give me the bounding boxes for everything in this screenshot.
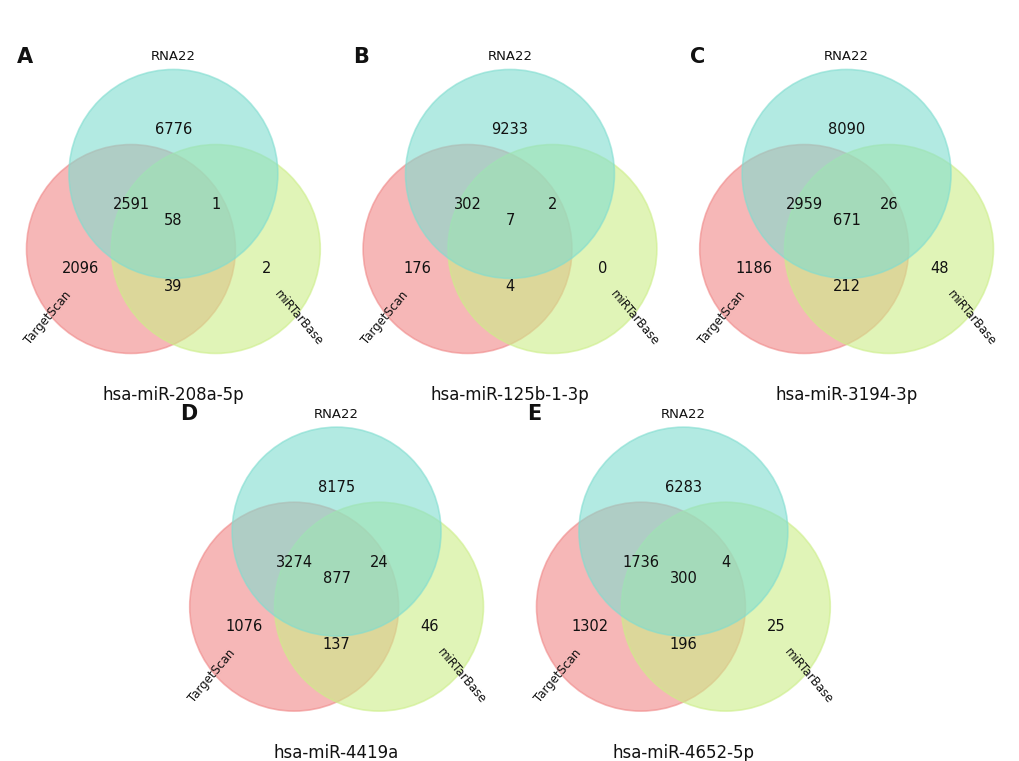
Text: 212: 212 <box>832 279 860 294</box>
Text: 1: 1 <box>211 197 220 212</box>
Text: RNA22: RNA22 <box>487 50 532 63</box>
Text: RNA22: RNA22 <box>660 408 705 421</box>
Circle shape <box>111 145 320 353</box>
Text: 9233: 9233 <box>491 123 528 137</box>
Text: 3274: 3274 <box>275 555 313 570</box>
Circle shape <box>579 427 787 636</box>
Text: 25: 25 <box>766 619 785 634</box>
Circle shape <box>536 502 745 711</box>
Text: 6283: 6283 <box>664 480 701 495</box>
Text: E: E <box>526 404 540 425</box>
Text: 24: 24 <box>369 555 388 570</box>
Text: 137: 137 <box>322 637 351 651</box>
Text: RNA22: RNA22 <box>314 408 359 421</box>
Text: 7: 7 <box>504 213 515 228</box>
Text: 2591: 2591 <box>112 197 150 212</box>
Text: 300: 300 <box>668 571 697 586</box>
Text: 8090: 8090 <box>827 123 864 137</box>
Text: 1076: 1076 <box>225 619 262 634</box>
Text: TargetScan: TargetScan <box>185 647 237 705</box>
Text: 176: 176 <box>403 261 430 276</box>
Circle shape <box>742 69 950 279</box>
Text: 196: 196 <box>668 637 697 651</box>
Text: 4: 4 <box>720 555 730 570</box>
Text: hsa-miR-4652-5p: hsa-miR-4652-5p <box>611 743 754 761</box>
Text: TargetScan: TargetScan <box>532 647 584 705</box>
Text: 8175: 8175 <box>318 480 355 495</box>
Circle shape <box>69 69 277 279</box>
Text: C: C <box>689 46 704 67</box>
Circle shape <box>190 502 398 711</box>
Text: 4: 4 <box>504 279 515 294</box>
Text: 1186: 1186 <box>735 261 771 276</box>
Text: miRTarBase: miRTarBase <box>781 645 835 706</box>
Text: 26: 26 <box>878 197 898 212</box>
Text: B: B <box>353 46 369 67</box>
Text: RNA22: RNA22 <box>823 50 868 63</box>
Text: 6776: 6776 <box>155 123 192 137</box>
Text: 1736: 1736 <box>622 555 659 570</box>
Circle shape <box>232 427 440 636</box>
Text: 58: 58 <box>164 213 182 228</box>
Text: TargetScan: TargetScan <box>359 289 411 347</box>
Text: hsa-miR-125b-1-3p: hsa-miR-125b-1-3p <box>430 386 589 404</box>
Text: 0: 0 <box>598 261 607 276</box>
Text: 46: 46 <box>420 619 438 634</box>
Text: hsa-miR-208a-5p: hsa-miR-208a-5p <box>103 386 244 404</box>
Text: TargetScan: TargetScan <box>22 289 74 347</box>
Text: TargetScan: TargetScan <box>695 289 747 347</box>
Text: 2: 2 <box>547 197 556 212</box>
Text: 671: 671 <box>832 213 860 228</box>
Text: hsa-miR-3194-3p: hsa-miR-3194-3p <box>774 386 917 404</box>
Circle shape <box>363 145 572 353</box>
Text: miRTarBase: miRTarBase <box>271 288 325 349</box>
Text: D: D <box>179 404 197 425</box>
Text: hsa-miR-4419a: hsa-miR-4419a <box>274 743 398 761</box>
Circle shape <box>447 145 656 353</box>
Text: 48: 48 <box>929 261 948 276</box>
Text: 2096: 2096 <box>62 261 99 276</box>
Circle shape <box>784 145 993 353</box>
Text: miRTarBase: miRTarBase <box>944 288 998 349</box>
Text: A: A <box>16 46 33 67</box>
Text: 2: 2 <box>262 261 271 276</box>
Text: 2959: 2959 <box>785 197 822 212</box>
Circle shape <box>26 145 235 353</box>
Circle shape <box>699 145 908 353</box>
Text: 877: 877 <box>322 571 351 586</box>
Circle shape <box>621 502 829 711</box>
Circle shape <box>274 502 483 711</box>
Text: 39: 39 <box>164 279 182 294</box>
Text: miRTarBase: miRTarBase <box>607 288 661 349</box>
Text: RNA22: RNA22 <box>151 50 196 63</box>
Text: miRTarBase: miRTarBase <box>434 645 488 706</box>
Circle shape <box>406 69 613 279</box>
Text: 1302: 1302 <box>572 619 608 634</box>
Text: 302: 302 <box>453 197 481 212</box>
